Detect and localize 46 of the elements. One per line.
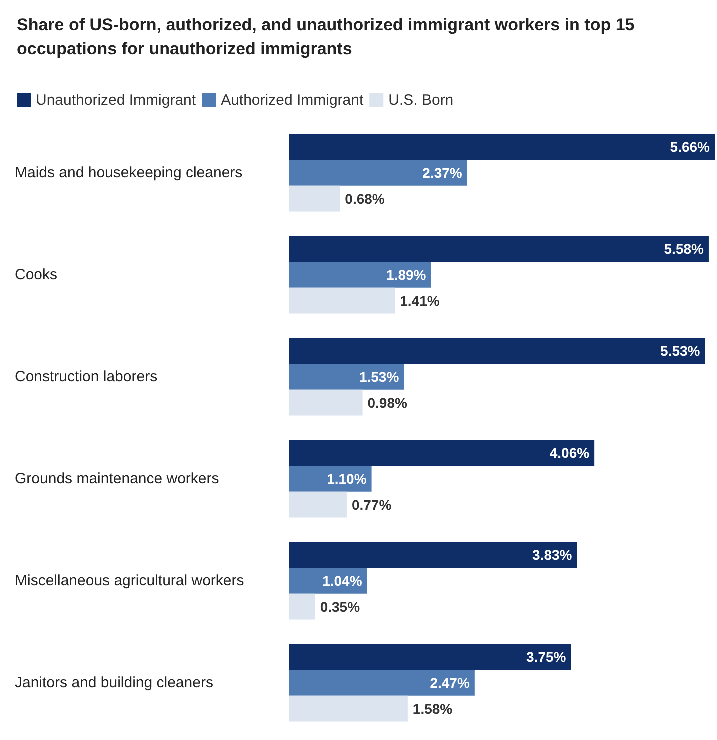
data-label: 0.77% [352, 496, 392, 513]
bar [289, 542, 578, 568]
bar [289, 492, 347, 518]
legend-label: Authorized Immigrant [221, 92, 364, 109]
data-label: 3.83% [532, 547, 573, 564]
data-label: 1.53% [359, 369, 400, 385]
legend-label: U.S. Born [388, 92, 454, 109]
bar [289, 288, 396, 314]
bar [289, 568, 368, 594]
bar [289, 364, 404, 390]
bar [289, 390, 363, 416]
data-label: 5.53% [660, 343, 701, 360]
bar [289, 338, 706, 364]
bar [289, 644, 572, 670]
data-label: 4.06% [550, 445, 590, 462]
chart-title: Share of US-born, authorized, and unauthorized immigrant workers in top 15 occupations for unauthorized immigrants [17, 16, 640, 58]
y-tick-label: Miscellaneous agricultural workers [15, 572, 244, 590]
data-label: 1.10% [327, 471, 368, 487]
data-label: 1.04% [322, 573, 363, 589]
y-tick-label: Maids and housekeeping cleaners [15, 164, 243, 182]
data-label: 0.35% [320, 598, 361, 615]
bar [289, 186, 340, 212]
bar [289, 670, 475, 696]
bar [289, 594, 316, 620]
data-label: 1.41% [400, 292, 440, 309]
y-tick-label: Grounds maintenance workers [15, 470, 220, 488]
data-label: 0.68% [345, 190, 386, 207]
bar [289, 262, 432, 288]
bar [289, 466, 372, 492]
y-tick-label: Janitors and building cleaners [15, 674, 214, 692]
bar [289, 160, 468, 186]
y-tick-label: Cooks [15, 266, 58, 284]
bar [289, 236, 709, 262]
data-label: 5.58% [664, 241, 705, 258]
legend-label: Unauthorized Immigrant [36, 92, 197, 109]
data-label: 1.58% [412, 700, 454, 717]
data-label: 2.47% [430, 675, 470, 691]
data-label: 0.98% [368, 394, 408, 411]
bar [289, 134, 715, 160]
data-label: 5.66% [670, 139, 711, 156]
y-tick-label: Construction laborers [15, 368, 158, 386]
data-label: 1.89% [386, 267, 427, 283]
bar [289, 440, 595, 466]
data-label: 2.37% [422, 165, 463, 181]
data-label: 3.75% [526, 649, 567, 666]
bar [289, 696, 408, 722]
